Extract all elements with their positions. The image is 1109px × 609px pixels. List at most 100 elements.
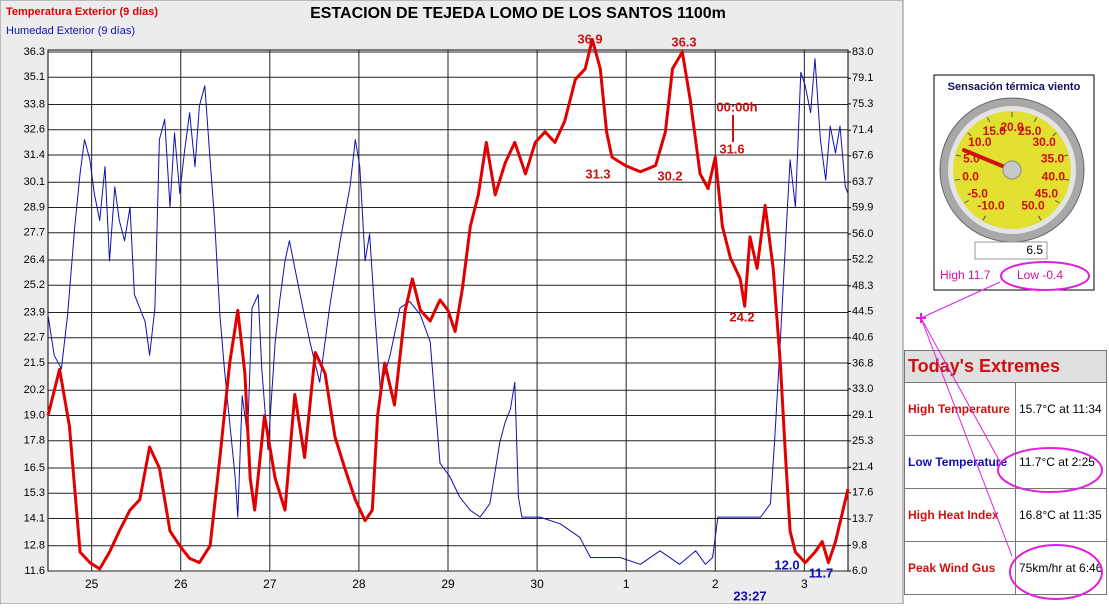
x-tick-label: 25 — [85, 577, 99, 591]
y-tick-label: 35.1 — [24, 71, 45, 83]
y-tick-label: 22.7 — [24, 332, 45, 344]
gauge-tick — [954, 178, 960, 181]
y-tick-label: 20.2 — [24, 384, 45, 396]
y2-tick-label: 56.0 — [852, 228, 873, 240]
gauge-tick-label: 40.0 — [1042, 169, 1066, 183]
y2-tick-label: 21.4 — [852, 461, 873, 473]
gauge-tick-label: 10.0 — [968, 135, 992, 149]
row-value: 11.7°C at 2:25 — [1015, 435, 1107, 489]
y-tick-label: 33.8 — [24, 98, 45, 110]
y2-tick-label: 29.1 — [852, 409, 873, 421]
annotation: 00:00h — [716, 99, 757, 114]
y2-tick-label: 79.1 — [852, 72, 873, 84]
x-tick-label: 3 — [801, 577, 808, 591]
x-tick-label: 27 — [263, 577, 277, 591]
gauge-hub — [1002, 160, 1022, 180]
y-tick-label: 26.4 — [24, 254, 45, 266]
row-label: High Temperature — [904, 382, 1016, 436]
y-tick-label: 12.8 — [24, 540, 45, 552]
gauge-value-box — [974, 241, 1048, 260]
y2-tick-label: 17.6 — [852, 487, 873, 499]
y2-tick-label: 59.9 — [852, 202, 873, 214]
x-tick-label: 2 — [712, 577, 719, 591]
legend-entry: Humedad Exterior (9 días) — [6, 25, 135, 37]
gauge-tick-label: -10.0 — [977, 199, 1005, 213]
y2-tick-label: 6.0 — [852, 565, 867, 577]
gauge-tick — [1052, 132, 1057, 137]
annotation: 11.7 — [809, 565, 834, 580]
annotation: 23:27 — [733, 588, 766, 603]
y-tick-label: 21.5 — [24, 357, 45, 369]
gauge-tick-label: 20.0 — [1000, 120, 1024, 134]
y-tick-label: 19.0 — [24, 409, 45, 421]
gauge-tick — [964, 199, 969, 204]
annotation: 36.3 — [671, 34, 696, 49]
gauge-tick-label: 30.0 — [1032, 135, 1056, 149]
y-tick-label: 14.1 — [24, 512, 45, 524]
gauge-dial: -10.0-5.00.05.010.015.020.025.030.035.04… — [954, 112, 1070, 221]
legend-entry: Temperatura Exterior (9 días) — [6, 6, 158, 18]
gauge-tick — [967, 132, 972, 137]
row-value: 15.7°C at 11:34 — [1015, 382, 1107, 436]
y-tick-label: 28.9 — [24, 201, 45, 213]
y2-tick-label: 25.3 — [852, 435, 873, 447]
y-tick-label: 36.3 — [24, 46, 45, 58]
table-header: Today's Extremes — [904, 350, 1107, 383]
y2-tick-label: 63.7 — [852, 176, 873, 188]
y2-tick-label: 75.3 — [852, 98, 873, 110]
gauge-title: Sensación térmica viento — [948, 81, 1081, 93]
y2-tick-label: 67.6 — [852, 150, 873, 162]
table-row: Peak Wind Gus 75km/hr at 6:46 — [904, 541, 1107, 595]
gauge-tick-label: 25.0 — [1018, 124, 1042, 138]
gauge-tick — [1038, 215, 1042, 221]
table-row: Low Temperature 11.7°C at 2:25 — [904, 435, 1107, 489]
row-label: Peak Wind Gus — [904, 541, 1016, 595]
gauge-tick — [1033, 117, 1037, 123]
gauge-tick — [1064, 178, 1070, 181]
x-tick-label: 26 — [174, 577, 188, 591]
gauge-tick — [987, 117, 991, 123]
chart-title: ESTACION DE TEJEDA LOMO DE LOS SANTOS 11… — [310, 5, 726, 22]
gauge-tick-label: 50.0 — [1021, 199, 1045, 213]
table-row: High Temperature 15.7°C at 11:34 — [904, 382, 1107, 436]
y2-tick-label: 40.6 — [852, 332, 873, 344]
annotation: 31.3 — [585, 166, 610, 181]
y2-tick-label: 33.0 — [852, 383, 873, 395]
gauge-tick — [1063, 154, 1069, 157]
gauge-tick-label: -5.0 — [967, 186, 988, 200]
x-tick-label: 1 — [623, 577, 630, 591]
x-tick-label: 30 — [530, 577, 544, 591]
table-row: High Heat Index 16.8°C at 11:35 — [904, 488, 1107, 542]
gauge-tick-label: 0.0 — [962, 169, 979, 183]
gauge-panel: Sensación térmica viento 6.5 High 11.7 L… — [933, 74, 1095, 291]
gauge-tick-label: 35.0 — [1041, 151, 1065, 165]
row-value: 75km/hr at 6:46 — [1015, 541, 1107, 595]
y2-tick-label: 52.2 — [852, 254, 873, 266]
y-tick-label: 11.6 — [24, 565, 45, 577]
row-label: High Heat Index — [904, 488, 1016, 542]
annotation: 24.2 — [729, 309, 754, 324]
y-tick-label: 30.1 — [24, 176, 45, 188]
gauge-tick — [1055, 199, 1060, 204]
gauge-tick-label: 45.0 — [1035, 186, 1059, 200]
grid: 11.6 12.8 14.1 15.3 16.5 17.8 19.0 20.2 21.5 22.7… — [24, 46, 874, 591]
extremes-table: Today's Extremes High Temperature 15.7°C … — [904, 350, 1107, 595]
y2-tick-label: 44.5 — [852, 305, 873, 317]
y2-tick-label: 83.0 — [852, 46, 873, 58]
annotation: 30.2 — [657, 168, 682, 183]
gauge-tick — [982, 215, 986, 221]
y-tick-label: 32.6 — [24, 124, 45, 136]
gauge-value: 6.5 — [1026, 243, 1043, 257]
annotation: 12.0 — [774, 557, 799, 572]
x-tick-label: 29 — [441, 577, 455, 591]
gauge-tick — [955, 154, 961, 157]
gauge-tick-label: 15.0 — [983, 124, 1007, 138]
table-title: Today's Extremes — [904, 350, 1107, 383]
annotation: 36.9 — [577, 31, 602, 46]
series-line — [47, 58, 849, 565]
y-tick-label: 23.9 — [24, 306, 45, 318]
y-tick-label: 17.8 — [24, 435, 45, 447]
gauge-low: Low -0.4 — [1017, 268, 1063, 282]
y-tick-label: 27.7 — [24, 227, 45, 239]
